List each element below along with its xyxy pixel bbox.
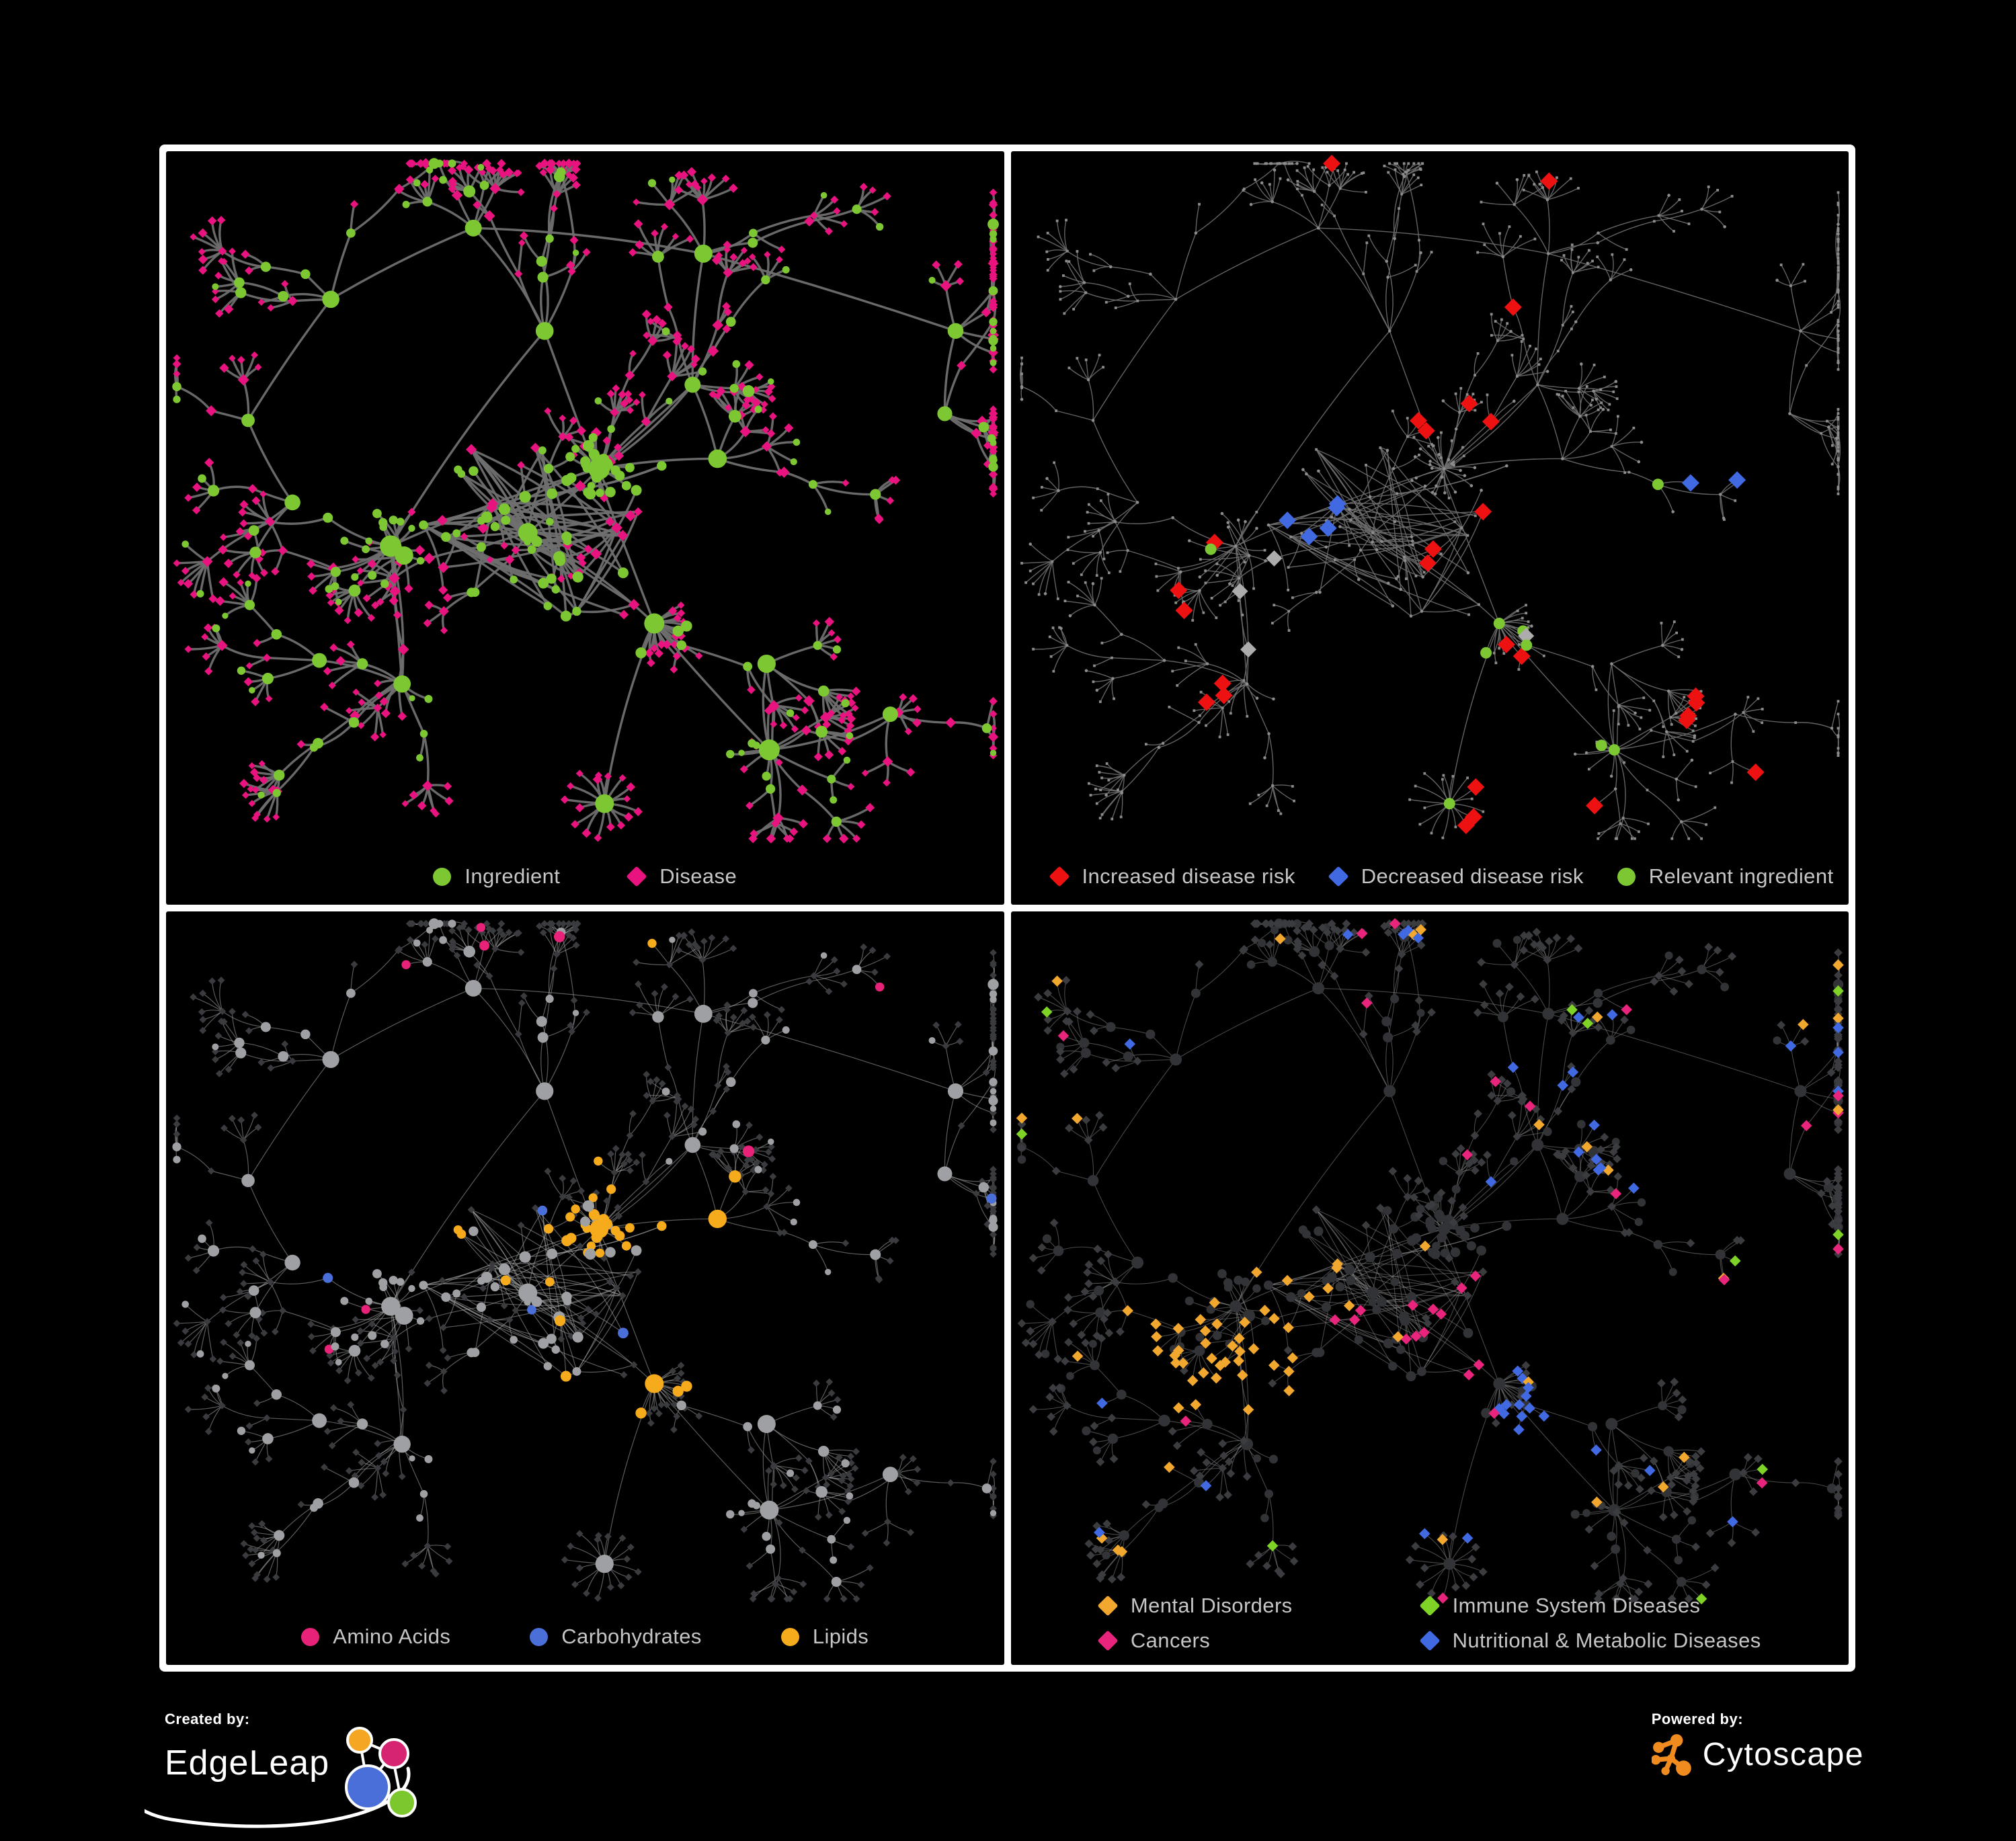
panel-ingredient-disease: Ingredient Disease	[166, 151, 1004, 905]
legend-label: Relevant ingredient	[1648, 864, 1834, 888]
diamond-marker-icon	[1419, 1630, 1441, 1651]
created-by-block: Created by: EdgeLeap	[145, 1711, 474, 1828]
legend-item-increased-disease-risk: Increased disease risk	[1048, 864, 1295, 889]
legend-disease-risk: Increased disease risk Decreased disease …	[1011, 864, 1849, 889]
diamond-marker-icon	[1097, 1595, 1119, 1617]
footer: Created by: EdgeLeap Powered by:	[0, 1672, 2016, 1828]
legend-item-carbohydrates: Carbohydrates	[530, 1625, 702, 1649]
panel-nutrient-class: Amino Acids Carbohydrates Lipids	[166, 911, 1004, 1665]
legend-item-decreased-disease-risk: Decreased disease risk	[1328, 864, 1584, 889]
legend-label: Increased disease risk	[1082, 864, 1295, 888]
legend-label: Decreased disease risk	[1361, 864, 1584, 888]
legend-item-amino-acids: Amino Acids	[301, 1625, 450, 1649]
panel-disease-risk: Increased disease risk Decreased disease …	[1010, 151, 1849, 905]
legend-item-lipids: Lipids	[780, 1625, 869, 1649]
powered-by-label: Powered by:	[1651, 1711, 1744, 1727]
diamond-marker-icon	[1097, 1630, 1119, 1651]
legend-item-immune-system-diseases: Immune System Diseases	[1419, 1594, 1761, 1618]
legend-item-mental-disorders: Mental Disorders	[1097, 1594, 1293, 1618]
diamond-marker-icon	[1328, 866, 1349, 887]
legend-item-cancers: Cancers	[1097, 1629, 1293, 1653]
legend-label: Cancers	[1130, 1629, 1211, 1652]
legend-label: Disease	[659, 864, 737, 888]
edgeleap-logo-text: EdgeLeap	[165, 1744, 330, 1783]
legend-label: Mental Disorders	[1130, 1594, 1293, 1617]
network-graph-nutrient-class	[172, 918, 999, 1603]
legend-label: Carbohydrates	[561, 1625, 702, 1648]
diamond-marker-icon	[1419, 1595, 1441, 1617]
circle-marker-icon	[301, 1627, 320, 1646]
diamond-marker-icon	[626, 866, 647, 887]
network-graph-ingredient-disease	[172, 158, 999, 844]
powered-by-block: Powered by: Cytoscape	[1651, 1711, 1864, 1776]
edgeleap-logo: EdgeLeap	[145, 1727, 474, 1828]
cytoscape-logo-text: Cytoscape	[1702, 1736, 1864, 1772]
legend-nutrient-class: Amino Acids Carbohydrates Lipids	[166, 1625, 1004, 1649]
legend-item-ingredient: Ingredient	[433, 864, 560, 889]
created-by-label: Created by:	[165, 1711, 250, 1727]
cytoscape-network-icon	[1651, 1734, 1691, 1776]
legend-label: Amino Acids	[333, 1625, 451, 1648]
circle-marker-icon	[433, 867, 452, 886]
panel-disease-class: Mental Disorders Cancers Immune System Dis…	[1010, 911, 1849, 1665]
panel-grid: Ingredient Disease Increased disease risk…	[159, 145, 1855, 1672]
legend-item-disease: Disease	[626, 864, 737, 889]
circle-marker-icon	[1617, 867, 1636, 886]
legend-label: Lipids	[812, 1625, 869, 1648]
legend-label: Immune System Diseases	[1452, 1594, 1701, 1617]
cytoscape-logo: Cytoscape	[1651, 1732, 1864, 1776]
legend-label: Nutritional & Metabolic Diseases	[1452, 1629, 1761, 1652]
circle-marker-icon	[530, 1627, 549, 1646]
legend-item-relevant-ingredient: Relevant ingredient	[1617, 864, 1834, 889]
network-graph-disease-class	[1016, 917, 1844, 1604]
legend-disease-class: Mental Disorders Cancers Immune System Dis…	[1011, 1594, 1849, 1653]
network-graph-disease-risk	[1019, 155, 1841, 840]
legend-item-nutritional-metabolic-diseases: Nutritional & Metabolic Diseases	[1419, 1629, 1761, 1653]
edgeleap-network-icon	[345, 1727, 417, 1817]
circle-marker-icon	[780, 1627, 799, 1646]
legend-label: Ingredient	[465, 864, 561, 888]
diamond-marker-icon	[1048, 866, 1070, 887]
legend-ingredient-disease: Ingredient Disease	[166, 864, 1004, 889]
